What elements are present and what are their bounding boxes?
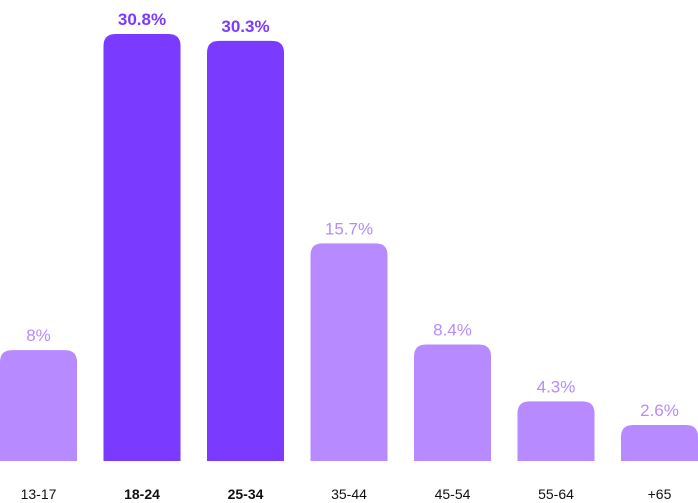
bar-18-24	[103, 34, 181, 461]
category-label-45-54: 45-54	[435, 486, 471, 502]
value-label-18-24: 30.8%	[118, 10, 166, 29]
bar-13-17	[0, 350, 77, 461]
bar-35-44	[310, 243, 388, 461]
value-label-55-64: 4.3%	[537, 377, 576, 396]
category-label-25-34: 25-34	[228, 486, 264, 502]
category-label-35-44: 35-44	[331, 486, 367, 502]
category-label-+65: +65	[648, 486, 672, 502]
bar-45-54	[414, 344, 491, 461]
bar-+65	[621, 424, 698, 461]
value-label-35-44: 15.7%	[325, 219, 373, 238]
value-label-13-17: 8%	[26, 326, 51, 345]
value-label-45-54: 8.4%	[433, 321, 472, 340]
category-labels-group: 13-17 18-24 25-34 35-44 45-54 55-64 +65	[21, 486, 672, 502]
bar-55-64	[517, 401, 595, 461]
value-label-+65: 2.6%	[640, 401, 679, 420]
bars-group	[0, 34, 698, 461]
value-labels-group: 8% 30.8% 30.3% 15.7% 8.4% 4.3% 2.6%	[26, 10, 679, 420]
category-label-18-24: 18-24	[124, 486, 160, 502]
bar-25-34	[207, 40, 284, 461]
category-label-13-17: 13-17	[21, 486, 57, 502]
category-label-55-64: 55-64	[538, 486, 574, 502]
value-label-25-34: 30.3%	[221, 17, 269, 36]
